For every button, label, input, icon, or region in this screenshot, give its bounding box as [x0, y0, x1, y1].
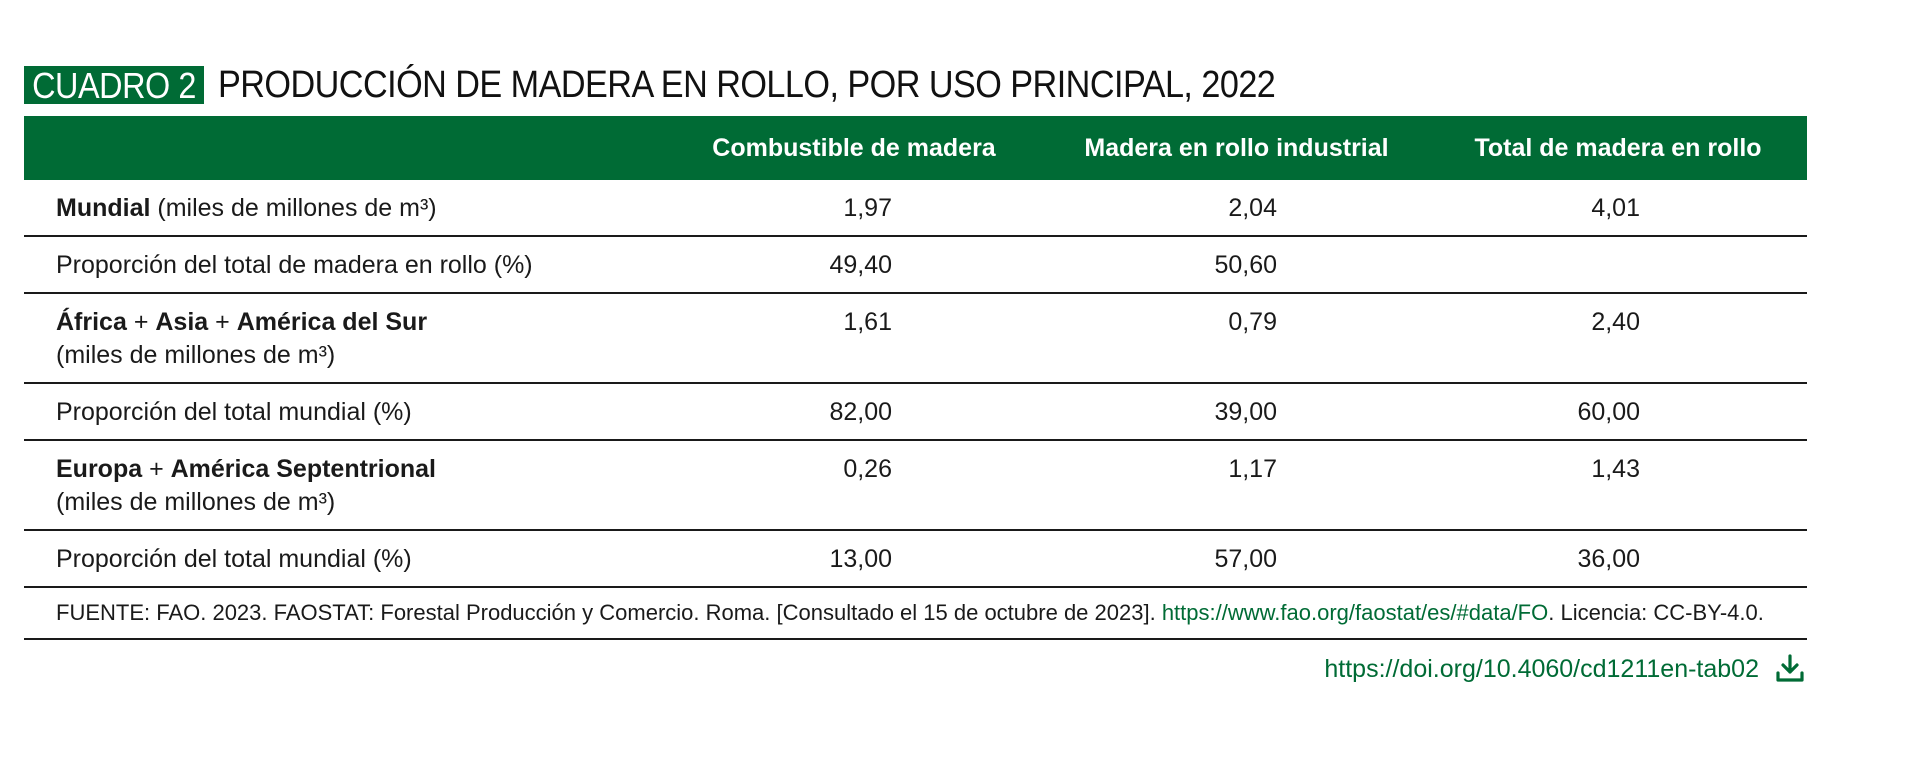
row-label-unit: (miles de millones de m³)	[150, 194, 437, 222]
header-cell-total: Total de madera en rollo	[1429, 116, 1807, 180]
source-row: FUENTE: FAO. 2023. FAOSTAT: Forestal Pro…	[24, 587, 1807, 640]
source-text: FUENTE: FAO. 2023. FAOSTAT: Forestal Pro…	[56, 600, 1162, 625]
region-north-america: América Septentrional	[170, 455, 436, 483]
table-row: Proporción del total mundial (%) 82,00 3…	[24, 383, 1807, 441]
header-cell-combustible: Combustible de madera	[664, 116, 1044, 180]
region-africa: África	[56, 308, 127, 336]
table-cell: 57,00	[1044, 530, 1429, 588]
data-table: Combustible de madera Madera en rollo in…	[24, 116, 1807, 640]
source-note: FUENTE: FAO. 2023. FAOSTAT: Forestal Pro…	[24, 587, 1807, 640]
row-label: Proporción del total mundial (%)	[24, 383, 664, 441]
table-cell: 50,60	[1044, 236, 1429, 294]
table-cell: 1,43	[1429, 440, 1807, 531]
header-cell-industrial: Madera en rollo industrial	[1044, 116, 1429, 180]
table-cell: 1,61	[664, 293, 1044, 384]
region-asia: Asia	[155, 308, 209, 336]
header-cell-label	[24, 116, 664, 180]
table-heading: CUADRO 2 PRODUCCIÓN DE MADERA EN ROLLO, …	[24, 62, 1807, 108]
doi-link-row[interactable]: https://doi.org/10.4060/cd1211en-tab02	[1324, 652, 1807, 686]
table-cell: 1,17	[1044, 440, 1429, 531]
table-row: Mundial (miles de millones de m³) 1,97 2…	[24, 180, 1807, 237]
faostat-link[interactable]: https://www.fao.org/faostat/es/#data/FO	[1161, 600, 1549, 625]
table-cell: 49,40	[664, 236, 1044, 294]
table-row: Proporción del total de madera en rollo …	[24, 236, 1807, 294]
table-header-row: Combustible de madera Madera en rollo in…	[24, 116, 1807, 180]
table-cell: 2,04	[1044, 180, 1429, 237]
table-title: PRODUCCIÓN DE MADERA EN ROLLO, POR USO P…	[218, 63, 1276, 106]
plus-sign: +	[208, 308, 237, 336]
table-cell: 13,00	[664, 530, 1044, 588]
table-cell: 0,79	[1044, 293, 1429, 384]
row-label-unit: (miles de millones de m³)	[56, 341, 336, 369]
plus-sign: +	[142, 455, 171, 483]
table-cell: 60,00	[1429, 383, 1807, 441]
table-cell: 1,97	[664, 180, 1044, 237]
table-number-tag: CUADRO 2	[24, 66, 205, 104]
table-row: Europa + América Septentrional (miles de…	[24, 440, 1807, 531]
table-cell: 0,26	[664, 440, 1044, 531]
table-cell: 82,00	[664, 383, 1044, 441]
row-label: Proporción del total de madera en rollo …	[24, 236, 664, 294]
row-label: Europa + América Septentrional (miles de…	[24, 440, 664, 531]
table-cell: 4,01	[1429, 180, 1807, 237]
table-cell	[1429, 236, 1807, 294]
row-label-bold: Mundial	[56, 194, 151, 222]
download-icon[interactable]	[1773, 652, 1807, 686]
row-label: Mundial (miles de millones de m³)	[24, 180, 664, 237]
doi-link[interactable]: https://doi.org/10.4060/cd1211en-tab02	[1324, 654, 1759, 683]
region-south-america: América del Sur	[236, 308, 428, 336]
table-row: Proporción del total mundial (%) 13,00 5…	[24, 530, 1807, 588]
license-text: . Licencia: CC-BY-4.0.	[1548, 600, 1764, 625]
table-cell: 2,40	[1429, 293, 1807, 384]
plus-sign: +	[126, 308, 156, 336]
row-label: África + Asia + América del Sur (miles d…	[24, 293, 664, 384]
row-label-unit: (miles de millones de m³)	[56, 488, 336, 516]
row-label: Proporción del total mundial (%)	[24, 530, 664, 588]
region-europe: Europa	[56, 455, 143, 483]
table-cell: 39,00	[1044, 383, 1429, 441]
table-cell: 36,00	[1429, 530, 1807, 588]
table-row: África + Asia + América del Sur (miles d…	[24, 293, 1807, 384]
table-container: CUADRO 2 PRODUCCIÓN DE MADERA EN ROLLO, …	[24, 62, 1807, 683]
